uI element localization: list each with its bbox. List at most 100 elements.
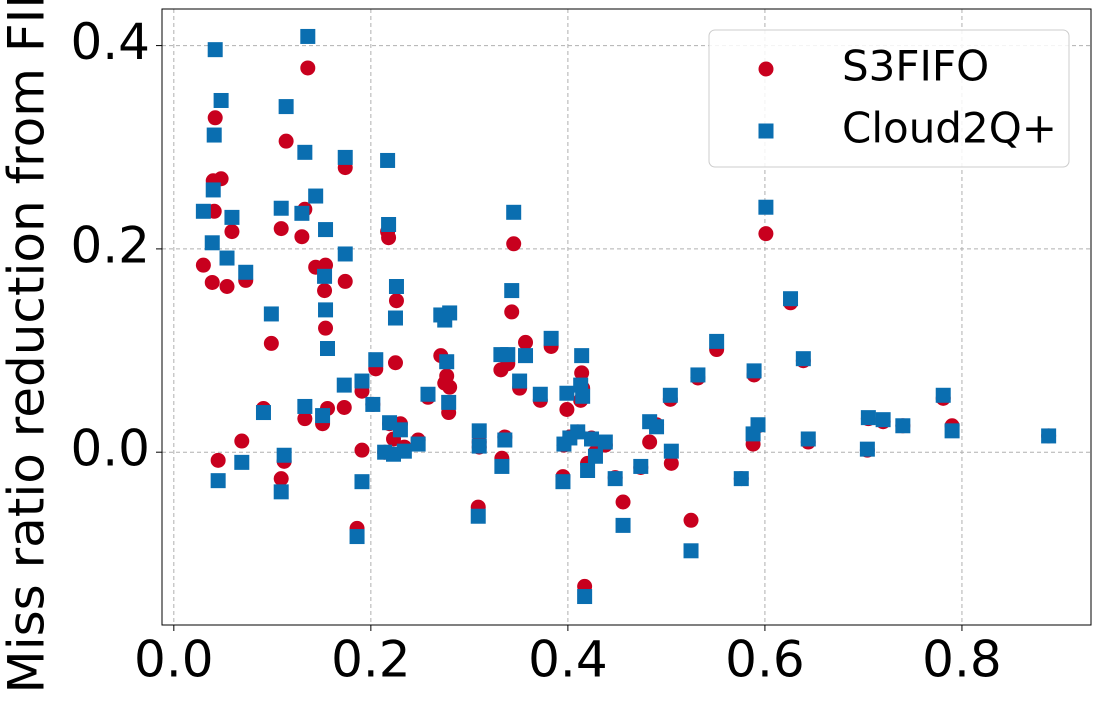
circle-marker	[337, 273, 353, 289]
square-marker	[607, 471, 623, 487]
square-marker	[750, 417, 766, 433]
square-marker	[337, 246, 353, 262]
y-axis-label: Miss ratio reduction from FIFO	[0, 0, 56, 693]
circle-marker	[300, 60, 316, 76]
square-marker	[575, 388, 591, 404]
square-marker	[577, 589, 593, 605]
square-marker	[273, 200, 289, 216]
square-marker	[500, 347, 516, 363]
square-marker	[859, 441, 875, 457]
circle-marker	[615, 494, 631, 510]
square-marker	[580, 462, 596, 478]
square-marker	[204, 235, 220, 251]
square-marker	[308, 188, 324, 204]
square-marker	[633, 458, 649, 474]
square-marker	[649, 419, 665, 435]
x-tick-label: 0.0	[134, 631, 214, 689]
circle-marker	[263, 335, 279, 351]
square-marker	[574, 348, 590, 364]
square-marker	[255, 405, 271, 421]
plot-frame	[161, 8, 1092, 626]
square-marker	[1041, 428, 1057, 444]
square-marker	[615, 517, 631, 533]
square-marker	[278, 99, 294, 115]
square-marker	[365, 396, 381, 412]
square-marker	[570, 424, 586, 440]
circle-marker	[278, 133, 294, 149]
circle-marker	[195, 257, 211, 273]
circle-marker	[207, 110, 223, 126]
legend-marker	[758, 123, 774, 139]
square-marker	[195, 203, 211, 219]
square-marker	[783, 291, 799, 307]
circle-marker	[559, 402, 575, 418]
square-marker	[709, 333, 725, 349]
square-marker	[354, 474, 370, 490]
square-marker	[315, 408, 331, 424]
circle-marker	[381, 230, 397, 246]
x-tick-label: 0.2	[331, 631, 411, 689]
square-marker	[349, 529, 365, 545]
circle-marker	[273, 471, 289, 487]
circle-marker	[758, 226, 774, 242]
square-marker	[860, 410, 876, 426]
square-marker	[380, 152, 396, 168]
circle-marker	[518, 334, 534, 350]
square-marker	[746, 363, 762, 379]
square-marker	[300, 28, 316, 44]
square-marker	[441, 394, 457, 410]
circle-marker	[354, 442, 370, 458]
square-marker	[388, 279, 404, 295]
square-marker	[320, 341, 336, 357]
square-marker	[234, 454, 250, 470]
square-marker	[318, 302, 334, 318]
square-marker	[875, 412, 891, 428]
square-marker	[205, 182, 221, 198]
square-marker	[494, 458, 510, 474]
square-marker	[800, 431, 816, 447]
x-tick-label: 0.4	[528, 631, 608, 689]
square-marker	[207, 42, 223, 58]
circle-marker	[663, 455, 679, 471]
square-marker	[471, 423, 487, 439]
circle-marker	[336, 399, 352, 415]
square-marker	[368, 352, 384, 368]
square-marker	[318, 222, 334, 238]
square-marker	[587, 448, 603, 464]
circle-marker	[683, 512, 699, 528]
square-marker	[206, 127, 222, 143]
circle-marker	[642, 434, 658, 450]
circle-marker	[574, 365, 590, 381]
circle-marker	[234, 433, 250, 449]
square-marker	[439, 354, 455, 370]
square-marker	[758, 199, 774, 215]
legend-label: S3FIFO	[842, 42, 989, 91]
square-marker	[442, 305, 458, 321]
square-marker	[381, 216, 397, 232]
square-marker	[470, 508, 486, 524]
square-marker	[733, 471, 749, 487]
square-marker	[683, 543, 699, 559]
circle-marker	[388, 293, 404, 309]
circle-marker	[204, 274, 220, 290]
square-marker	[354, 373, 370, 389]
y-tick-label: 0.2	[70, 216, 150, 274]
y-tick-label: 0.0	[70, 420, 150, 478]
square-marker	[690, 367, 706, 383]
square-marker	[597, 434, 613, 450]
square-marker	[504, 283, 520, 299]
square-marker	[297, 398, 313, 414]
square-marker	[944, 423, 960, 439]
square-marker	[497, 432, 513, 448]
square-marker	[297, 144, 313, 160]
square-marker	[263, 306, 279, 322]
square-marker	[532, 386, 548, 402]
square-marker	[471, 438, 487, 454]
circle-marker	[318, 320, 334, 336]
square-marker	[317, 268, 333, 284]
circle-marker	[210, 452, 226, 468]
square-marker	[387, 310, 403, 326]
square-marker	[543, 330, 559, 346]
legend-marker	[758, 61, 774, 77]
